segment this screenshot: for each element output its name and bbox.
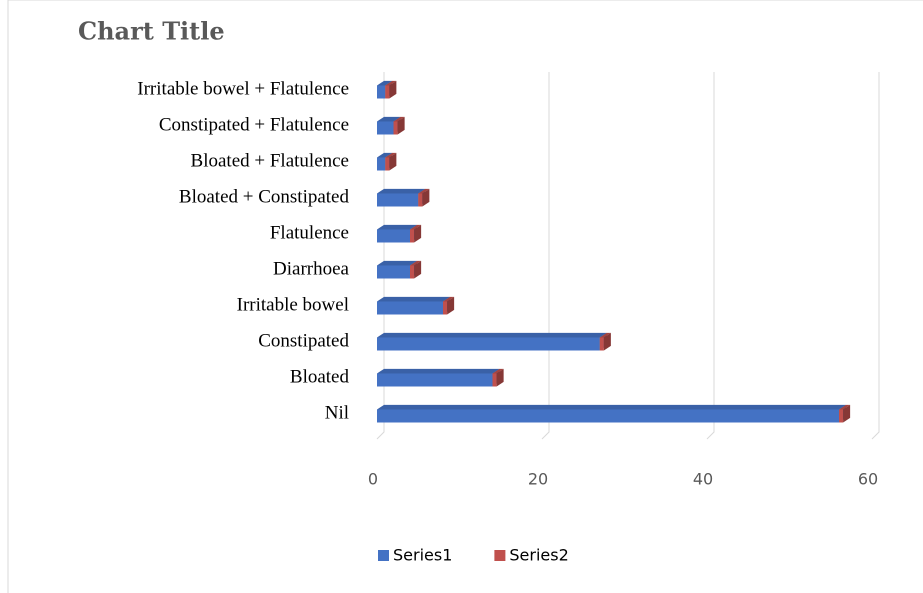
y-tick-label: Nil bbox=[325, 402, 349, 423]
y-tick-label: Bloated bbox=[290, 366, 350, 387]
x-tick-label: 0 bbox=[368, 470, 378, 489]
bar-front bbox=[377, 157, 386, 171]
x-tick-label: 20 bbox=[528, 470, 548, 489]
legend-swatch bbox=[494, 550, 506, 561]
bar-front bbox=[377, 229, 410, 243]
bar-side bbox=[389, 152, 397, 171]
bar bbox=[385, 80, 397, 99]
bar-top bbox=[377, 404, 846, 410]
bar-side bbox=[397, 116, 405, 135]
grid-line bbox=[541, 72, 550, 440]
bar-top bbox=[410, 260, 422, 266]
bar-top bbox=[377, 224, 417, 230]
bar-side bbox=[447, 296, 455, 315]
bar bbox=[418, 188, 430, 207]
bar-front bbox=[377, 337, 600, 351]
bar-top bbox=[418, 188, 430, 194]
bar-top bbox=[385, 80, 397, 86]
bar bbox=[410, 224, 422, 243]
x-tick-label: 60 bbox=[858, 470, 878, 489]
bar-front bbox=[377, 373, 493, 387]
bar bbox=[443, 296, 455, 315]
bar-front bbox=[377, 301, 443, 315]
bar-top bbox=[377, 116, 401, 122]
bar-front bbox=[599, 337, 604, 351]
bar-top bbox=[839, 404, 851, 410]
bar-front bbox=[410, 229, 415, 243]
bar-front bbox=[393, 121, 398, 135]
bar-side bbox=[414, 224, 422, 243]
bar-front bbox=[377, 121, 394, 135]
bar-front bbox=[385, 85, 390, 99]
bar-top bbox=[377, 188, 426, 194]
bar-top bbox=[599, 332, 611, 338]
bar-front bbox=[839, 409, 844, 423]
bar-top bbox=[393, 116, 405, 122]
bar bbox=[410, 260, 422, 279]
chart-frame bbox=[7, 0, 923, 593]
bar-front bbox=[377, 193, 419, 207]
bar-top bbox=[377, 368, 500, 374]
bar bbox=[377, 188, 426, 207]
bar bbox=[377, 368, 500, 387]
legend-label: Series1 bbox=[393, 546, 452, 565]
legend-swatch bbox=[378, 550, 389, 561]
bar-side bbox=[389, 80, 397, 99]
bar-side bbox=[422, 188, 430, 207]
bar-side bbox=[496, 368, 504, 387]
y-tick-label: Bloated + Flatulence bbox=[191, 150, 349, 171]
grid-line bbox=[706, 72, 715, 440]
legend-label: Series2 bbox=[509, 546, 568, 565]
bar-side bbox=[843, 404, 851, 423]
bar-front bbox=[418, 193, 423, 207]
bar-top bbox=[377, 152, 393, 158]
bar bbox=[377, 404, 846, 423]
bar-front bbox=[492, 373, 497, 387]
bar-front bbox=[385, 157, 390, 171]
bar-top bbox=[410, 224, 422, 230]
chart-title: Chart Title bbox=[78, 17, 225, 46]
bar-top bbox=[492, 368, 504, 374]
bar-top bbox=[443, 296, 455, 302]
bar-top bbox=[377, 80, 393, 86]
bar-side bbox=[414, 260, 422, 279]
bar-front bbox=[377, 85, 386, 99]
bar bbox=[492, 368, 504, 387]
bar bbox=[377, 332, 607, 351]
grid-line bbox=[871, 72, 880, 440]
y-tick-label: Irritable bowel bbox=[237, 294, 349, 315]
y-tick-label: Constipated + Flatulence bbox=[159, 114, 349, 135]
x-tick-label: 40 bbox=[693, 470, 713, 489]
bar-front bbox=[377, 409, 839, 423]
y-tick-label: Flatulence bbox=[270, 222, 349, 243]
bar bbox=[393, 116, 405, 135]
bar bbox=[377, 296, 450, 315]
bar-top bbox=[377, 332, 607, 338]
bar-top bbox=[377, 296, 450, 302]
bar-side bbox=[603, 332, 611, 351]
bar-front bbox=[443, 301, 448, 315]
bar bbox=[839, 404, 851, 423]
bar-top bbox=[377, 260, 417, 266]
bar-front bbox=[410, 265, 415, 279]
bar bbox=[599, 332, 611, 351]
bar-top bbox=[385, 152, 397, 158]
y-tick-label: Bloated + Constipated bbox=[179, 186, 350, 207]
y-tick-label: Irritable bowel + Flatulence bbox=[137, 78, 349, 99]
y-tick-label: Diarrhoea bbox=[273, 258, 350, 279]
bar bbox=[385, 152, 397, 171]
bar-front bbox=[377, 265, 410, 279]
y-tick-label: Constipated bbox=[258, 330, 349, 351]
